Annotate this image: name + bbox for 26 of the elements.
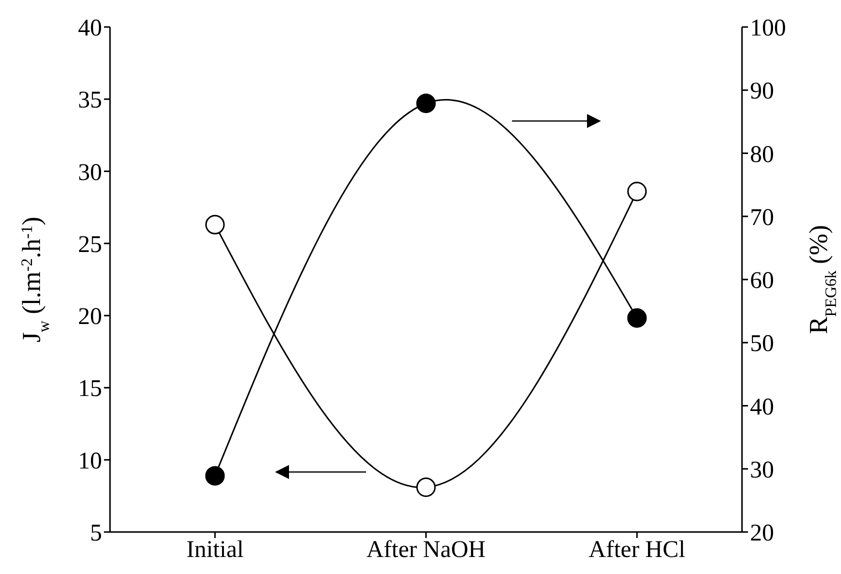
point — [416, 94, 436, 114]
y-tick-label: 40 — [78, 16, 102, 42]
x-tick-label: Initial — [186, 537, 244, 564]
y-tick-label: 25 — [78, 232, 102, 258]
point — [416, 478, 436, 498]
y2-tick-label: 40 — [750, 394, 774, 420]
y-tick-label: 20 — [78, 304, 102, 330]
y2-tick-label: 90 — [750, 78, 774, 105]
point — [627, 308, 647, 328]
point — [205, 214, 225, 234]
y-tick-label: 30 — [78, 160, 102, 186]
x-tick-label: After HCl — [588, 537, 686, 564]
y2-tick-label: 80 — [750, 142, 774, 168]
y2-tick-label: 60 — [750, 268, 774, 294]
x-tick-label: After NaOH — [366, 537, 486, 564]
y-tick-label: 5 — [90, 520, 102, 547]
y2-tick-label: 50 — [750, 331, 774, 358]
y2-tick-label: 30 — [750, 457, 774, 484]
y-tick-label: 10 — [78, 448, 102, 474]
point — [627, 182, 647, 202]
y2-tick-label: 20 — [750, 520, 774, 547]
y-tick-label: 35 — [78, 88, 102, 114]
y2-tick-label: 100 — [750, 16, 786, 42]
point — [205, 466, 225, 486]
y-tick-label: 15 — [78, 376, 102, 402]
y2-tick-label: 70 — [750, 204, 774, 231]
